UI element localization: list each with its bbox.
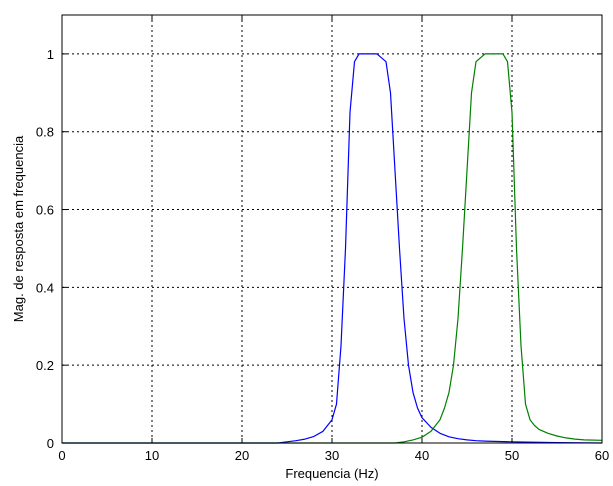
y-tick-label: 1	[47, 47, 54, 62]
plot-background	[62, 15, 602, 443]
y-tick-label: 0.4	[36, 280, 54, 295]
x-tick-label: 10	[145, 448, 159, 463]
series-line-2	[62, 53, 603, 444]
y-axis-label: Mag. de resposta em frequencia	[11, 135, 26, 322]
x-tick-label: 60	[595, 448, 609, 463]
x-tick-label: 30	[325, 448, 339, 463]
axis-ticks: 0 10 20 30 40 50 60 0 0.2 0.4 0.6 0.8 1	[36, 15, 609, 463]
x-tick-label: 40	[415, 448, 429, 463]
x-tick-label: 50	[505, 448, 519, 463]
x-tick-label: 20	[235, 448, 249, 463]
y-tick-label: 0.2	[36, 358, 54, 373]
series-layer	[62, 53, 603, 444]
y-tick-label: 0.8	[36, 125, 54, 140]
x-axis-label: Frequencia (Hz)	[285, 466, 378, 481]
x-tick-label: 0	[58, 448, 65, 463]
y-tick-label: 0	[47, 436, 54, 451]
series-line-1	[62, 53, 603, 444]
grid-lines	[62, 15, 602, 443]
y-tick-label: 0.6	[36, 203, 54, 218]
